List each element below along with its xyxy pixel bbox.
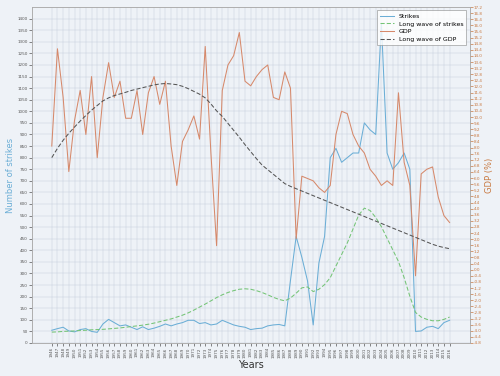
Long wave of strikes — [362, 206, 368, 211]
Long wave of strikes — [49, 330, 55, 334]
GDP — [446, 220, 452, 225]
Strikes — [49, 328, 55, 332]
Line: GDP: GDP — [52, 33, 450, 276]
Long wave of GDP — [293, 186, 299, 191]
Strikes — [435, 326, 441, 331]
Strikes — [446, 318, 452, 323]
Long wave of GDP — [248, 149, 254, 154]
Long wave of GDP — [356, 212, 362, 217]
Strikes — [378, 21, 384, 26]
Long wave of GDP — [168, 82, 174, 86]
Long wave of GDP — [446, 246, 452, 251]
GDP — [49, 144, 55, 148]
Long wave of strikes — [60, 329, 66, 334]
Long wave of GDP — [162, 81, 168, 86]
Long wave of strikes — [162, 318, 168, 323]
Long wave of GDP — [430, 242, 436, 247]
Y-axis label: Number of strikes: Number of strikes — [6, 138, 15, 212]
X-axis label: Years: Years — [238, 361, 264, 370]
Strikes — [112, 320, 117, 325]
Strikes — [94, 330, 100, 335]
Long wave of strikes — [350, 227, 356, 231]
Legend: Strikes, Long wave of strikes, GDP, Long wave of GDP: Strikes, Long wave of strikes, GDP, Long… — [377, 10, 466, 45]
GDP — [106, 61, 112, 65]
Y-axis label: GDP (%): GDP (%) — [486, 158, 494, 193]
Long wave of GDP — [60, 138, 66, 143]
GDP — [236, 30, 242, 35]
Long wave of strikes — [242, 287, 248, 291]
GDP — [248, 83, 254, 88]
Long wave of strikes — [430, 318, 436, 323]
Long wave of GDP — [49, 155, 55, 160]
Line: Long wave of GDP: Long wave of GDP — [52, 83, 450, 249]
Long wave of strikes — [288, 296, 294, 300]
Strikes — [60, 325, 66, 329]
GDP — [60, 95, 66, 100]
Strikes — [248, 327, 254, 332]
Line: Strikes: Strikes — [52, 23, 450, 332]
Strikes — [418, 329, 424, 333]
GDP — [435, 195, 441, 199]
GDP — [412, 274, 418, 278]
GDP — [418, 171, 424, 176]
Long wave of strikes — [446, 315, 452, 319]
Strikes — [293, 234, 299, 239]
Line: Long wave of strikes: Long wave of strikes — [52, 208, 450, 332]
GDP — [293, 237, 299, 241]
